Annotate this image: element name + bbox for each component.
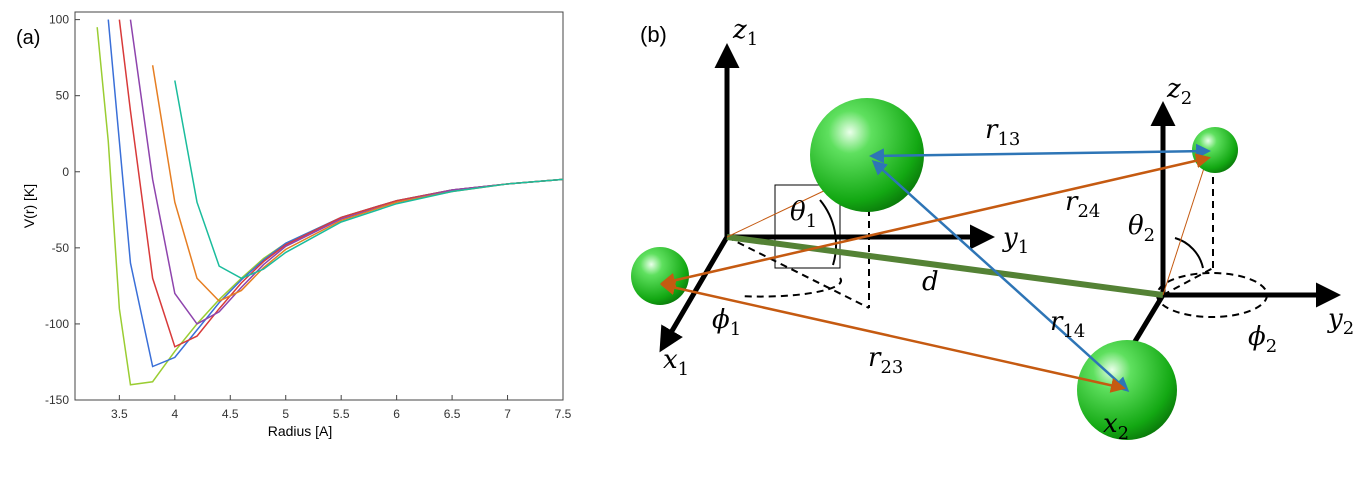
chart: (a) Radius [A] V(r) [K] -150 -100 -50 0 50 10… [16,11,572,439]
label-symbol: θ [790,197,806,227]
y-tick-label: 50 [56,89,70,103]
theta-2-arc [1174,237,1204,269]
math-label: z2 [1166,74,1192,109]
x-tick-label: 6 [393,407,400,421]
label-subscript: 23 [880,357,903,378]
sphere-1 [631,247,689,305]
label-symbol: z [1166,74,1181,104]
label-subscript: 1 [730,319,741,340]
y-tick-label: -100 [45,317,69,331]
label-symbol: r [985,115,999,145]
math-label: θ2 [1128,211,1155,246]
x-tick-label: 5 [282,407,289,421]
label-subscript: 2 [1343,318,1354,339]
label-symbol: y [1327,304,1343,334]
label-subscript: 2 [1118,423,1129,444]
label-symbol: r [1050,307,1064,337]
label-subscript: 2 [1144,225,1155,246]
plot-frame [74,11,564,401]
label-symbol: x [1103,409,1118,439]
x-tick-label: 4 [171,407,178,421]
math-label: r23 [868,343,903,378]
curve [96,27,563,386]
label-subscript: 1 [678,359,689,380]
y-tick-label: -150 [45,393,69,407]
x-tick-label: 6.5 [444,407,461,421]
label-subscript: 24 [1077,201,1100,222]
label-symbol: θ [1128,211,1144,241]
x-tick-label: 4.5 [222,407,239,421]
label-symbol: r [1065,187,1079,217]
orange-arrows [660,153,1211,393]
curves [96,19,563,386]
label-symbol: d [922,267,939,297]
label-symbol: ϕ [712,305,730,335]
math-label: y1 [1002,223,1029,258]
panel-label: (a) [16,27,40,49]
label-subscript: 13 [997,129,1020,150]
math-label: y2 [1327,304,1354,339]
math-label: x2 [1103,409,1129,444]
curve [118,19,563,348]
label-symbol: ϕ [1248,322,1266,352]
math-label: d [922,267,939,297]
curve [174,80,563,280]
label-subscript: 1 [1018,237,1029,258]
y-tick-label: 0 [62,165,69,179]
math-label: θ1 [790,197,817,232]
math-label: x1 [663,345,689,380]
x-tick-label: 7 [504,407,511,421]
math-label: ϕ2 [1248,322,1277,357]
math-label: z1 [732,15,758,50]
x-axis-label: Radius [A] [268,423,333,439]
distance-d [726,234,1164,298]
x-tick-label: 5.5 [333,407,350,421]
math-label: r24 [1065,187,1100,222]
x-tick-label: 3.5 [111,407,128,421]
math-label: ϕ1 [712,305,741,340]
label-subscript: 1 [806,211,817,232]
curve [129,19,563,325]
diagram: (b) [631,15,1354,444]
math-label: r14 [1050,307,1085,342]
frame-1-axes [659,43,995,353]
panel-label: (b) [640,22,667,47]
curve [151,65,563,303]
label-symbol: r [868,343,882,373]
label-subscript: 1 [747,29,758,50]
x-tick-label: 7.5 [555,407,572,421]
y-tick-label: -50 [52,241,70,255]
math-label: r13 [985,115,1020,150]
y-tick-label: 100 [49,13,69,27]
label-subscript: 2 [1181,88,1192,109]
y-axis-label: V(r) [K] [21,184,37,228]
label-symbol: z [732,15,747,45]
label-symbol: x [663,345,678,375]
label-symbol: y [1002,223,1018,253]
label-subscript: 14 [1062,321,1085,342]
label-subscript: 2 [1266,336,1277,357]
curve [107,19,563,368]
theta-1-arc [819,199,838,266]
